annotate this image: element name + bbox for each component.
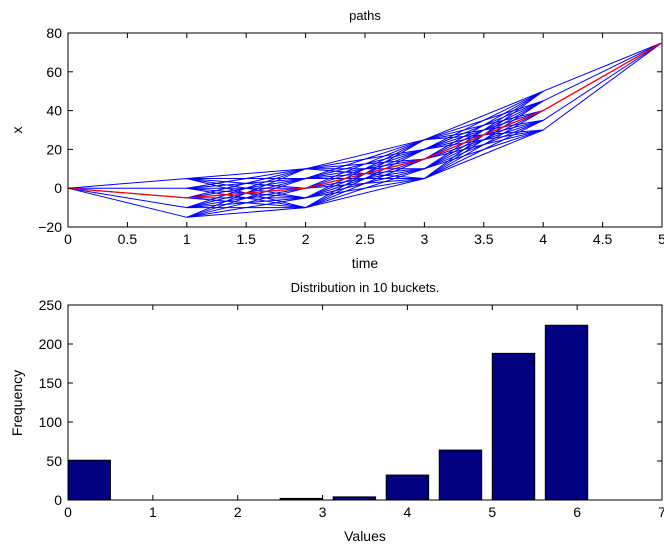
path-segment [305, 148, 425, 170]
distribution-x-tick-label: 7 [658, 504, 664, 520]
paths-x-tick-label: 1 [183, 231, 191, 247]
paths-x-tick-label: 3 [421, 231, 429, 247]
distribution-y-tick-label: 200 [39, 336, 63, 352]
paths-x-tick-label: 0 [64, 231, 72, 247]
path-segment [542, 42, 663, 121]
paths-x-tick-label: 2.5 [355, 231, 375, 247]
paths-y-tick-label: 40 [46, 103, 62, 119]
path-segment [542, 42, 663, 102]
paths-x-tick-label: 5 [658, 231, 664, 247]
distribution-y-tick-label: 150 [39, 375, 63, 391]
distribution-y-axis-label: Frequency [9, 370, 25, 436]
paths-x-tick-label: 4.5 [593, 231, 613, 247]
path-segment [186, 207, 306, 218]
path-segment [542, 42, 663, 131]
path-segment [186, 187, 306, 209]
path-segment [424, 129, 544, 170]
path-segment [305, 158, 425, 170]
path-segment [305, 178, 425, 209]
path-segment [424, 119, 544, 141]
paths-x-tick-label: 1.5 [236, 231, 256, 247]
paths-plot-area [67, 32, 663, 228]
paths-y-tick-label: 60 [46, 64, 62, 80]
path-segment [186, 197, 306, 209]
path-segment [543, 42, 663, 92]
paths-y-tick-label: 80 [46, 25, 62, 41]
paths-y-tick-label: −20 [38, 219, 62, 235]
distribution-chart: 0 1 2 3 4 5 6 7 0 50 100 150 200 250 Distribution in … [9, 280, 664, 544]
distribution-y-tick-label: 0 [54, 492, 62, 508]
distribution-x-axis-label: Values [344, 528, 386, 544]
mean-path-line [67, 42, 663, 199]
histogram-bar [544, 324, 589, 501]
path-segment [67, 187, 187, 218]
paths-x-tick-label: 3.5 [474, 231, 494, 247]
distribution-x-tick-label: 1 [149, 504, 157, 520]
path-segment [186, 178, 306, 189]
histogram-bar [332, 496, 377, 501]
distribution-title: Distribution in 10 buckets. [291, 280, 440, 295]
paths-x-axis-label: time [352, 255, 379, 271]
path-segment [424, 100, 544, 141]
distribution-x-tick-label: 0 [64, 504, 72, 520]
paths-x-tick-label: 0.5 [118, 231, 138, 247]
histogram-bar [491, 352, 536, 501]
distribution-x-tick-label: 2 [234, 504, 242, 520]
distribution-x-tick-label: 4 [404, 504, 412, 520]
paths-x-tick-label: 4 [539, 231, 547, 247]
path-segment [186, 178, 306, 199]
path-segment [424, 129, 544, 150]
paths-y-tick-label: 20 [46, 141, 62, 157]
path-segment [424, 129, 544, 179]
path-segment [424, 90, 544, 141]
path-segment [186, 168, 306, 179]
path-segment [305, 178, 425, 199]
path-segment [67, 187, 187, 209]
path-segment [424, 129, 544, 160]
histogram-bar [67, 459, 111, 501]
distribution-y-tick-label: 100 [39, 414, 63, 430]
distribution-y-tick-label: 250 [39, 297, 63, 313]
path-segment [424, 110, 544, 141]
paths-y-tick-label: 0 [54, 180, 62, 196]
histogram-bar [279, 497, 324, 501]
histogram-bar [438, 449, 483, 501]
distribution-ticks: 0 1 2 3 4 5 6 7 0 50 100 150 200 250 [39, 297, 664, 520]
paths-y-axis-label: x [9, 127, 25, 134]
distribution-x-tick-label: 6 [573, 504, 581, 520]
paths-title: paths [349, 8, 381, 23]
path-segment [67, 178, 187, 189]
path-segment [305, 178, 425, 189]
paths-x-tick-label: 2 [302, 231, 310, 247]
paths-lines [67, 42, 663, 218]
path-segment [305, 139, 425, 170]
distribution-x-tick-label: 5 [488, 504, 496, 520]
distribution-x-tick-label: 3 [319, 504, 327, 520]
distribution-y-tick-label: 50 [46, 453, 62, 469]
